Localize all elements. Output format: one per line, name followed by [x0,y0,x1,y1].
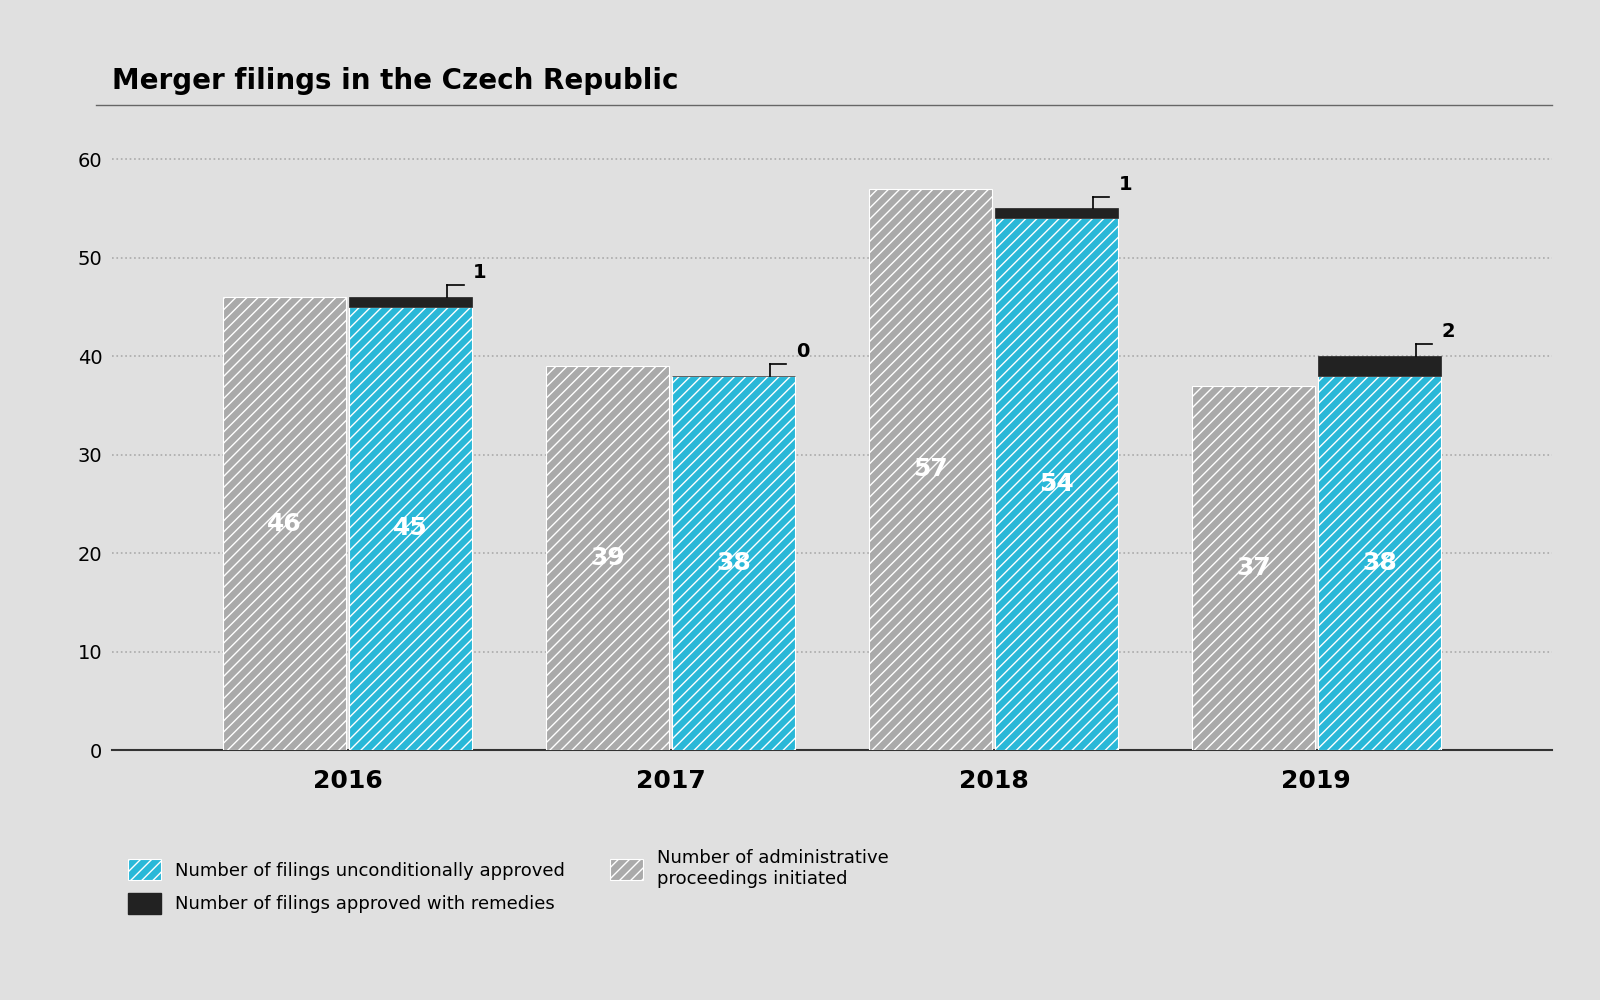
Bar [995,208,1118,218]
Bar [672,376,795,750]
Text: 45: 45 [394,516,429,540]
Text: 46: 46 [267,512,302,536]
Text: Merger filings in the Czech Republic: Merger filings in the Czech Republic [112,67,678,95]
Text: 0: 0 [797,342,810,361]
Legend: Number of filings unconditionally approved, Number of filings approved with reme: Number of filings unconditionally approv… [122,842,896,921]
Bar [1318,356,1440,376]
Text: 1: 1 [474,263,486,282]
Bar [869,189,992,750]
Bar [546,366,669,750]
Bar [224,297,346,750]
Text: 57: 57 [914,457,947,481]
Text: 38: 38 [1362,551,1397,575]
Bar [349,297,472,307]
Text: 39: 39 [590,546,626,570]
Bar [995,218,1118,750]
Text: 38: 38 [717,551,750,575]
Text: 2: 2 [1442,322,1456,341]
Bar [349,307,472,750]
Text: 37: 37 [1235,556,1270,580]
Bar [1318,376,1440,750]
Text: 54: 54 [1038,472,1074,496]
Bar [1192,386,1315,750]
Text: 1: 1 [1118,175,1133,194]
